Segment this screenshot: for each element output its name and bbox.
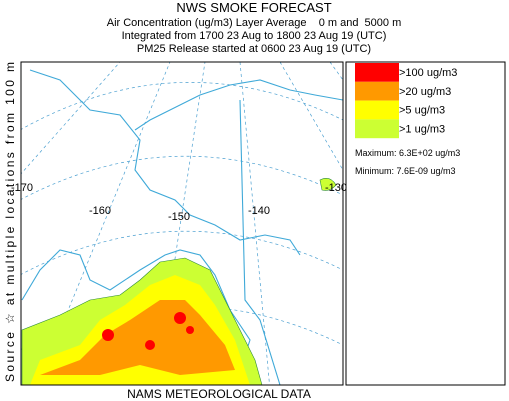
title: NWS SMOKE FORECAST (176, 0, 331, 15)
legend: >100 ug/m3 >20 ug/m3 >5 ug/m3 >1 ug/m3 (355, 63, 457, 139)
legend-label: >20 ug/m3 (399, 86, 451, 98)
subtitle: Air Concentration (ug/m3) Layer Average … (107, 17, 402, 29)
legend-swatch (355, 119, 399, 139)
legend-label: >1 ug/m3 (399, 123, 445, 135)
legend-swatch (355, 100, 399, 120)
legend-swatch (355, 63, 399, 82)
longitude-label: -150 (168, 211, 190, 223)
legend-frame (345, 61, 506, 386)
legend-label: >100 ug/m3 (399, 67, 457, 79)
map-frame (20, 61, 344, 386)
footer: NAMS METEOROLOGICAL DATA (127, 387, 311, 401)
subtitle: PM25 Release started at 0600 23 Aug 19 (… (137, 43, 371, 55)
longitude-label: -160 (89, 205, 111, 217)
longitude-label: -140 (248, 205, 270, 217)
subtitle: Integrated from 1700 23 Aug to 1800 23 A… (122, 30, 387, 42)
legend-swatch (355, 81, 399, 101)
longitude-labels: -170 -160 -150 -140 -130 (11, 182, 347, 223)
legend-label: >5 ug/m3 (399, 105, 445, 117)
longitude-label: -170 (11, 182, 33, 194)
longitude-label: -130 (325, 182, 347, 194)
map (21, 62, 343, 385)
legend-maximum: Maximum: 6.3E+02 ug/m3 (355, 148, 460, 158)
side-label: Source ☆ at multiple locations from 100 … (3, 62, 17, 382)
legend-minimum: Minimum: 7.6E-09 ug/m3 (355, 166, 456, 176)
